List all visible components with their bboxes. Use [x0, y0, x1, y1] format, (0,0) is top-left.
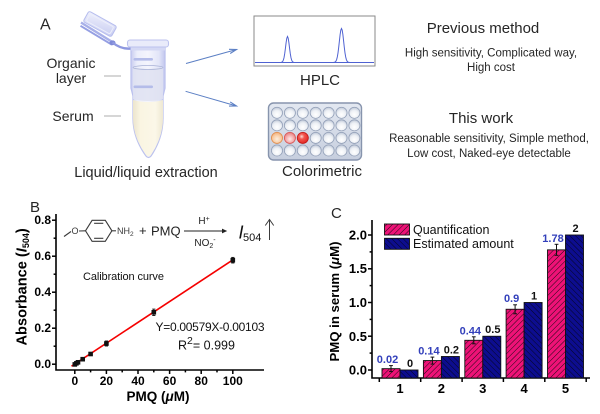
svg-text:Organic: Organic: [46, 55, 95, 71]
svg-text:Reasonable sensitivity, Simple: Reasonable sensitivity, Simple method,: [389, 133, 589, 145]
svg-text:0.2: 0.2: [444, 345, 459, 357]
svg-text:20: 20: [100, 374, 114, 388]
svg-text:2.0: 2.0: [349, 228, 367, 243]
svg-text:Serum: Serum: [52, 108, 93, 124]
svg-text:I: I: [239, 223, 244, 243]
svg-text:0.5: 0.5: [485, 324, 500, 336]
svg-text:80: 80: [195, 374, 209, 388]
svg-text:0.6: 0.6: [34, 249, 51, 263]
svg-text:C: C: [331, 205, 342, 222]
svg-text:This work: This work: [449, 110, 514, 127]
svg-text:1.0: 1.0: [349, 295, 367, 310]
svg-text:PMQ in serum (μM): PMQ in serum (μM): [327, 241, 342, 361]
svg-text:Calibration curve: Calibration curve: [83, 271, 164, 283]
svg-text:Previous method: Previous method: [427, 20, 540, 37]
svg-text:R2= 0.999: R2= 0.999: [178, 335, 235, 353]
svg-text:Colorimetric: Colorimetric: [282, 163, 363, 180]
svg-text:Estimated amount: Estimated amount: [413, 237, 514, 251]
svg-text:504: 504: [243, 232, 261, 244]
svg-text:B: B: [30, 199, 40, 216]
svg-text:2: 2: [438, 381, 445, 396]
svg-text:0.14: 0.14: [418, 346, 440, 358]
svg-text:0.4: 0.4: [34, 285, 51, 299]
svg-text:60: 60: [163, 374, 177, 388]
svg-text:0.0: 0.0: [349, 363, 367, 378]
svg-text:40: 40: [131, 374, 145, 388]
svg-text:0.8: 0.8: [34, 213, 51, 227]
svg-text:0.2: 0.2: [34, 321, 51, 335]
svg-text:PMQ (μM): PMQ (μM): [127, 389, 190, 404]
svg-text:2: 2: [572, 223, 578, 235]
svg-text:0.9: 0.9: [504, 293, 519, 305]
svg-text:HPLC: HPLC: [300, 72, 340, 89]
svg-text:5: 5: [562, 381, 569, 396]
svg-text:1: 1: [531, 291, 537, 303]
svg-text:Absorbance (I504): Absorbance (I504): [15, 228, 32, 345]
svg-text:NO2-: NO2-: [194, 237, 216, 250]
svg-text:High sensitivity, Complicated: High sensitivity, Complicated way,: [405, 48, 577, 60]
svg-text:0.44: 0.44: [460, 325, 482, 337]
svg-text:1: 1: [396, 381, 403, 396]
svg-text:PMQ: PMQ: [151, 224, 181, 239]
svg-text:High cost: High cost: [467, 62, 516, 74]
svg-text:NH2: NH2: [117, 226, 134, 238]
svg-text:A: A: [40, 17, 51, 34]
svg-text:100: 100: [223, 374, 243, 388]
svg-text:0: 0: [407, 358, 413, 370]
svg-text:0.5: 0.5: [349, 329, 367, 344]
svg-text:Liquid/liquid extraction: Liquid/liquid extraction: [74, 165, 217, 181]
svg-text:O: O: [71, 226, 78, 236]
svg-text:0.02: 0.02: [377, 354, 398, 366]
svg-text:1.78: 1.78: [542, 233, 563, 245]
svg-text:Y=0.00579X-0.00103: Y=0.00579X-0.00103: [156, 320, 265, 334]
svg-text:0.0: 0.0: [34, 357, 51, 371]
svg-text:0: 0: [71, 374, 78, 388]
svg-text:4: 4: [520, 381, 528, 396]
svg-text:+: +: [139, 223, 147, 238]
svg-text:H+: H+: [198, 216, 209, 227]
svg-text:Low cost, Naked-eye detectable: Low cost, Naked-eye detectable: [407, 148, 571, 160]
svg-text:3: 3: [479, 381, 486, 396]
svg-text:layer: layer: [56, 70, 87, 86]
svg-text:1.5: 1.5: [349, 261, 367, 276]
svg-text:Quantification: Quantification: [413, 223, 489, 237]
